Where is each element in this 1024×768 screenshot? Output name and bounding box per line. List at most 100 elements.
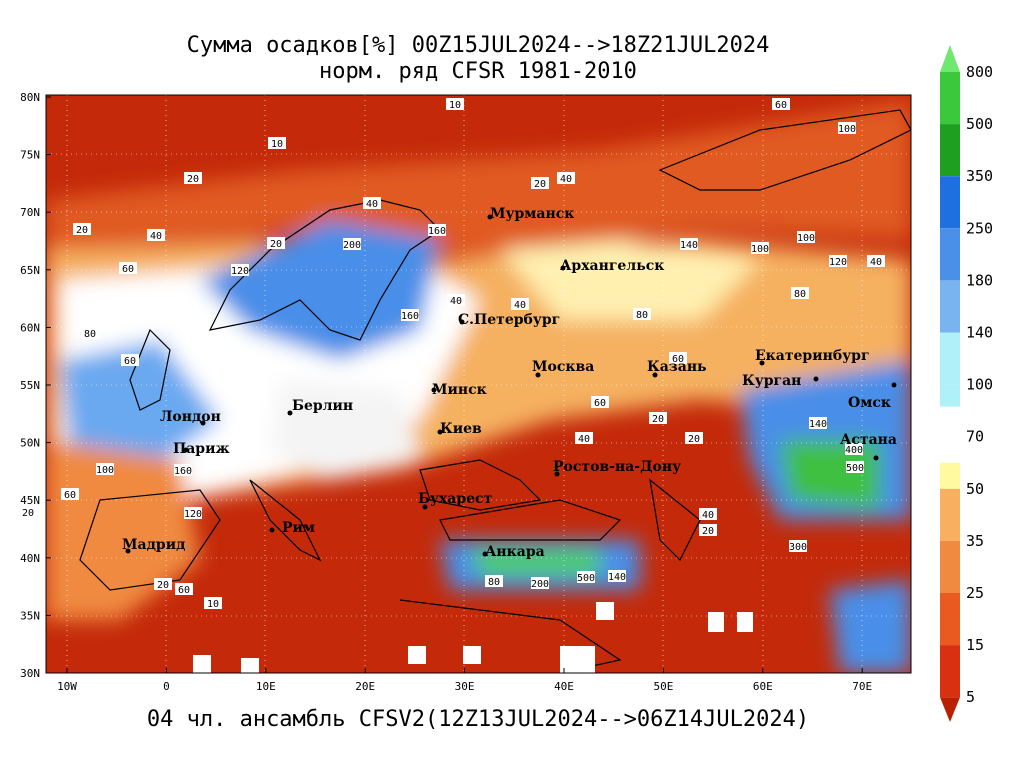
city-label: Мадрид [122,537,185,553]
contour-label: 60 [594,398,606,409]
contour-label: 140 [608,572,626,583]
contour-label-box [809,417,827,429]
city-label: Рим [282,520,315,536]
contour-label-box [119,262,137,274]
city-dot [560,265,566,271]
city-dot [554,471,560,477]
city-dot [200,420,206,426]
colorbar-label: 15 [966,636,984,654]
map-frame [45,94,912,674]
contour-label: 120 [829,257,847,268]
contour-label-box [204,597,222,609]
contour-label: 500 [577,573,595,584]
contour-label: 60 [64,490,76,501]
city-dot [891,382,897,388]
lat-tick-label: 70N [20,206,40,219]
colorbar-label: 100 [966,376,993,394]
colorbar-segment [940,72,960,125]
contour-label: 60 [124,356,136,367]
contour-label: 40 [578,434,590,445]
footer: 04 чл. ансамбль CFSV2(12Z13JUL2024-->06Z… [147,707,809,732]
contour-label-box [557,172,575,184]
contour-label: 20 [22,508,34,519]
contour-label: 160 [428,226,446,237]
contour-label-box [485,575,503,587]
city-label: Казань [647,359,707,375]
city-dot [459,319,465,325]
contour-label: 100 [797,233,815,244]
contour-label: 20 [157,580,169,591]
contour-label-box [633,308,651,320]
contour-label: 100 [751,244,769,255]
lon-tick-label: 10E [256,680,276,693]
city-label: Минск [432,382,487,398]
contour-label: 140 [680,240,698,251]
colorbar-segment [940,462,960,489]
lon-tick-label: 20E [355,680,375,693]
contour-label: 100 [838,124,856,135]
city-dot [422,504,428,510]
colorbar-segment [940,228,960,281]
city-label: Мурманск [490,206,574,222]
contour-label-box [699,524,717,536]
colorbar-label: 5 [966,688,975,706]
city-label: С.Петербург [458,312,560,328]
contour-label-box [268,137,286,149]
lat-tick-label: 55N [20,379,40,392]
contour-label: 10 [207,599,219,610]
lat-tick-label: 45N [20,494,40,507]
city-label: Астана [840,432,897,448]
contour-label-box [591,396,609,408]
city-dot [759,360,765,366]
contour-label: 500 [846,463,864,474]
contour-label-box [575,432,593,444]
colorbar-label: 50 [966,480,984,498]
contour-label: 20 [270,239,282,250]
contour-label-box [797,231,815,243]
contour-label-box [401,309,419,321]
contour-label: 40 [702,510,714,521]
contour-label: 40 [514,300,526,311]
contour-label: 200 [531,579,549,590]
city-dot [482,551,488,557]
colorbar-label: 180 [966,271,993,289]
graticule [46,95,911,673]
contour-label: 140 [809,419,827,430]
lon-tick-label: 50E [653,680,673,693]
city-label: Лондон [160,409,221,425]
contour-label: 20 [534,179,546,190]
contour-label-box [73,223,91,235]
city-dot [873,455,879,461]
contour-label: 80 [84,329,96,340]
contour-label-box [428,224,446,236]
contour-label: 10 [271,139,283,150]
contour-label-box [343,238,361,250]
contour-label-box [184,507,202,519]
contour-label-box [699,508,717,520]
lat-tick-label: 60N [20,321,40,334]
contour-label-box [267,237,285,249]
contour-label: 80 [794,289,806,300]
city-dot [287,410,293,416]
contour-label-box [608,570,626,582]
contour-label: 160 [174,466,192,477]
city-dot [183,447,189,453]
contour-label: 60 [178,585,190,596]
lon-tick-label: 10W [57,680,77,693]
contour-label-box [669,352,687,364]
subtitle: норм. ряд CFSR 1981-2010 [319,59,637,84]
contour-label: 200 [343,240,361,251]
contour-label: 20 [187,174,199,185]
contour-label-box [121,354,139,366]
contour-label: 60 [775,100,787,111]
contour-label-box [846,461,864,473]
contour-label-box [96,463,114,475]
lon-tick-label: 70E [852,680,872,693]
city-label: Омск [848,395,891,411]
city-label: Ростов-на-Дону [553,459,681,475]
colorbar-segment [940,280,960,333]
contour-label: 20 [76,225,88,236]
colorbar-label: 70 [966,428,984,446]
city-dot [269,527,275,533]
contour-label: 80 [636,310,648,321]
